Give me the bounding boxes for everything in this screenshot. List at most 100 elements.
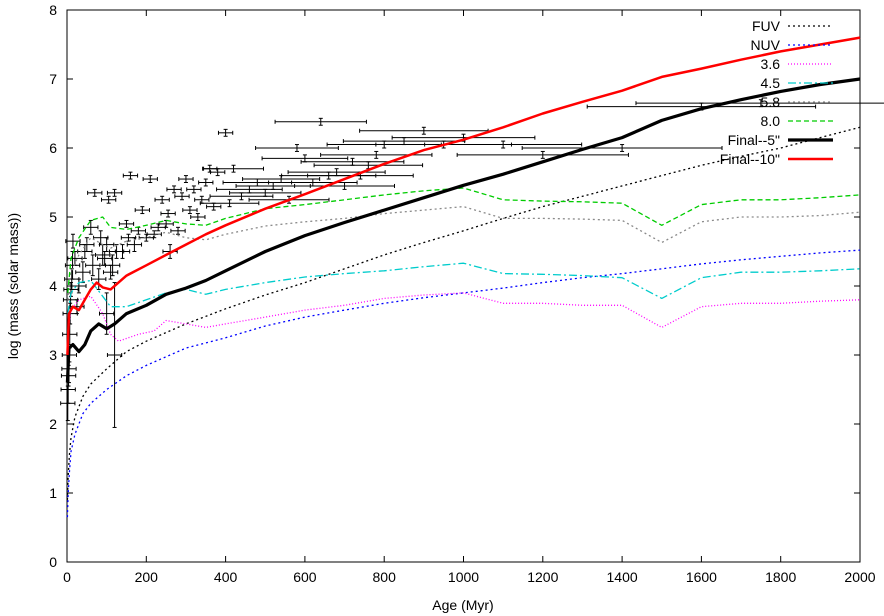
observation-point [154, 195, 170, 204]
observation-point [106, 282, 123, 428]
legend-label: NUV [750, 37, 780, 53]
observation-point [158, 219, 174, 228]
observation-point [99, 237, 115, 252]
series-line-4 [67, 205, 861, 300]
series-lines [65, 36, 861, 518]
observation-point [182, 206, 198, 215]
observation-point [85, 254, 101, 277]
observation-point [261, 154, 349, 163]
observation-point [122, 171, 139, 180]
observation-point [71, 278, 87, 294]
observation-point [456, 150, 629, 159]
x-tick-label: 200 [135, 569, 159, 585]
legend-label: 3.6 [761, 56, 781, 72]
series-line-5 [67, 187, 861, 293]
series-line-2 [67, 292, 861, 342]
observation-point [190, 213, 206, 221]
observation-point [229, 188, 302, 197]
observation-point [521, 144, 723, 152]
y-tick-label: 4 [49, 278, 57, 294]
observation-point [424, 140, 583, 149]
observation-point [166, 185, 182, 194]
observation-point [178, 175, 194, 183]
observation-point [104, 254, 121, 277]
observation-point [294, 182, 396, 190]
observation-point [194, 195, 210, 204]
observation-point [274, 117, 367, 126]
observation-point [186, 185, 202, 194]
observation-point [79, 237, 95, 252]
observation-point [160, 209, 176, 218]
observation-point [118, 219, 135, 228]
legend-label: FUV [752, 18, 781, 34]
series-line-6 [65, 77, 861, 383]
observation-point [174, 192, 190, 201]
observation-point [199, 199, 260, 208]
observation-point [97, 251, 113, 266]
x-tick-label: 400 [214, 569, 238, 585]
observation-point [130, 226, 147, 235]
observation-point [65, 233, 81, 249]
observation-point [170, 226, 186, 235]
observation-point [217, 128, 234, 137]
observation-point [635, 99, 884, 108]
observation-point [134, 206, 150, 215]
x-tick-label: 600 [293, 569, 317, 585]
plot-frame [66, 9, 861, 563]
legend-label: Final--10" [720, 151, 780, 167]
x-tick-label: 0 [63, 569, 71, 585]
observation-point [106, 188, 123, 197]
series-line-7 [66, 36, 861, 356]
x-tick-label: 800 [373, 569, 397, 585]
series-line-1 [66, 249, 861, 518]
observation-point [138, 233, 154, 242]
observation-point [83, 219, 99, 235]
observation-point [75, 261, 91, 284]
observation-point [87, 188, 103, 197]
legend-label: 4.5 [761, 75, 781, 91]
legend-label: 8.0 [761, 113, 781, 129]
observation-point [359, 126, 489, 135]
observation-point [67, 251, 83, 266]
y-tick-label: 2 [49, 416, 57, 432]
y-tick-label: 6 [49, 140, 57, 156]
x-tick-label: 1400 [607, 569, 638, 585]
observation-point [198, 178, 214, 187]
observation-point [64, 251, 81, 280]
observations [60, 99, 884, 428]
x-tick-label: 2000 [844, 569, 875, 585]
legend: FUV NUV 3.6 4.5 5.8 8.0 Final--5" Final--10" [720, 18, 833, 167]
observation-point [114, 244, 131, 259]
observation-point [91, 268, 107, 290]
y-tick-label: 3 [49, 347, 57, 363]
axis-ticks: 0 200 400 600 800 1000 1200 1400 1600 1800 2000 0 1 2… [49, 2, 876, 585]
x-tick-label: 1200 [527, 569, 558, 585]
observation-point [95, 244, 111, 266]
y-tick-label: 1 [49, 485, 57, 501]
observation-point [206, 202, 222, 211]
observation-point [210, 168, 226, 177]
x-tick-label: 1600 [686, 569, 717, 585]
observation-point [69, 299, 85, 315]
y-tick-label: 8 [49, 2, 57, 18]
y-tick-label: 7 [49, 71, 57, 87]
observation-point [102, 264, 119, 280]
legend-label: 5.8 [761, 94, 781, 110]
x-axis-label: Age (Myr) [432, 597, 493, 613]
observation-point [100, 195, 117, 204]
x-tick-label: 1000 [448, 569, 479, 585]
observation-point [255, 144, 339, 152]
observation-point [150, 223, 166, 232]
y-tick-label: 0 [49, 554, 57, 570]
observation-point [62, 323, 78, 346]
x-tick-label: 1800 [765, 569, 796, 585]
observation-point [203, 164, 265, 173]
observation-point [142, 175, 158, 183]
series-line-0 [66, 126, 861, 500]
y-tick-label: 5 [49, 209, 57, 225]
observation-point [268, 178, 358, 187]
observation-point [313, 161, 424, 170]
legend-label: Final--5" [728, 132, 780, 148]
y-axis-label: log (mass (solar mass)) [5, 213, 21, 359]
